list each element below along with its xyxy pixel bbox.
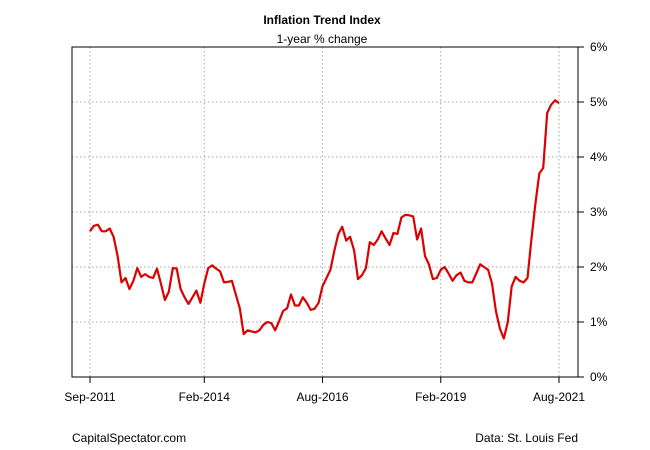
- y-tick-label: 3%: [590, 205, 608, 219]
- grid-lines: [72, 47, 578, 377]
- y-tick-label: 2%: [590, 260, 608, 274]
- chart-title: Inflation Trend Index: [263, 13, 381, 27]
- x-tick-label: Aug-2021: [533, 390, 585, 404]
- y-tick-label: 4%: [590, 150, 608, 164]
- series-line-inflation-trend: [89, 99, 560, 340]
- chart-subtitle: 1-year % change: [277, 32, 368, 46]
- footer-data-source: Data: St. Louis Fed: [475, 431, 578, 445]
- x-tick-label: Aug-2016: [297, 390, 349, 404]
- footer-source-site: CapitalSpectator.com: [72, 431, 186, 445]
- x-tick-label: Feb-2019: [415, 390, 467, 404]
- y-tick-label: 0%: [590, 370, 608, 384]
- axes: 0% 1% 2% 3% 4% 5% 6% Sep-2011 Feb-2014 Aug-2016 Fe…: [64, 40, 607, 404]
- x-tick-label: Feb-2014: [179, 390, 231, 404]
- y-tick-label: 1%: [590, 315, 608, 329]
- x-tick-label: Sep-2011: [64, 390, 115, 404]
- y-tick-label: 6%: [590, 40, 608, 54]
- y-tick-label: 5%: [590, 95, 608, 109]
